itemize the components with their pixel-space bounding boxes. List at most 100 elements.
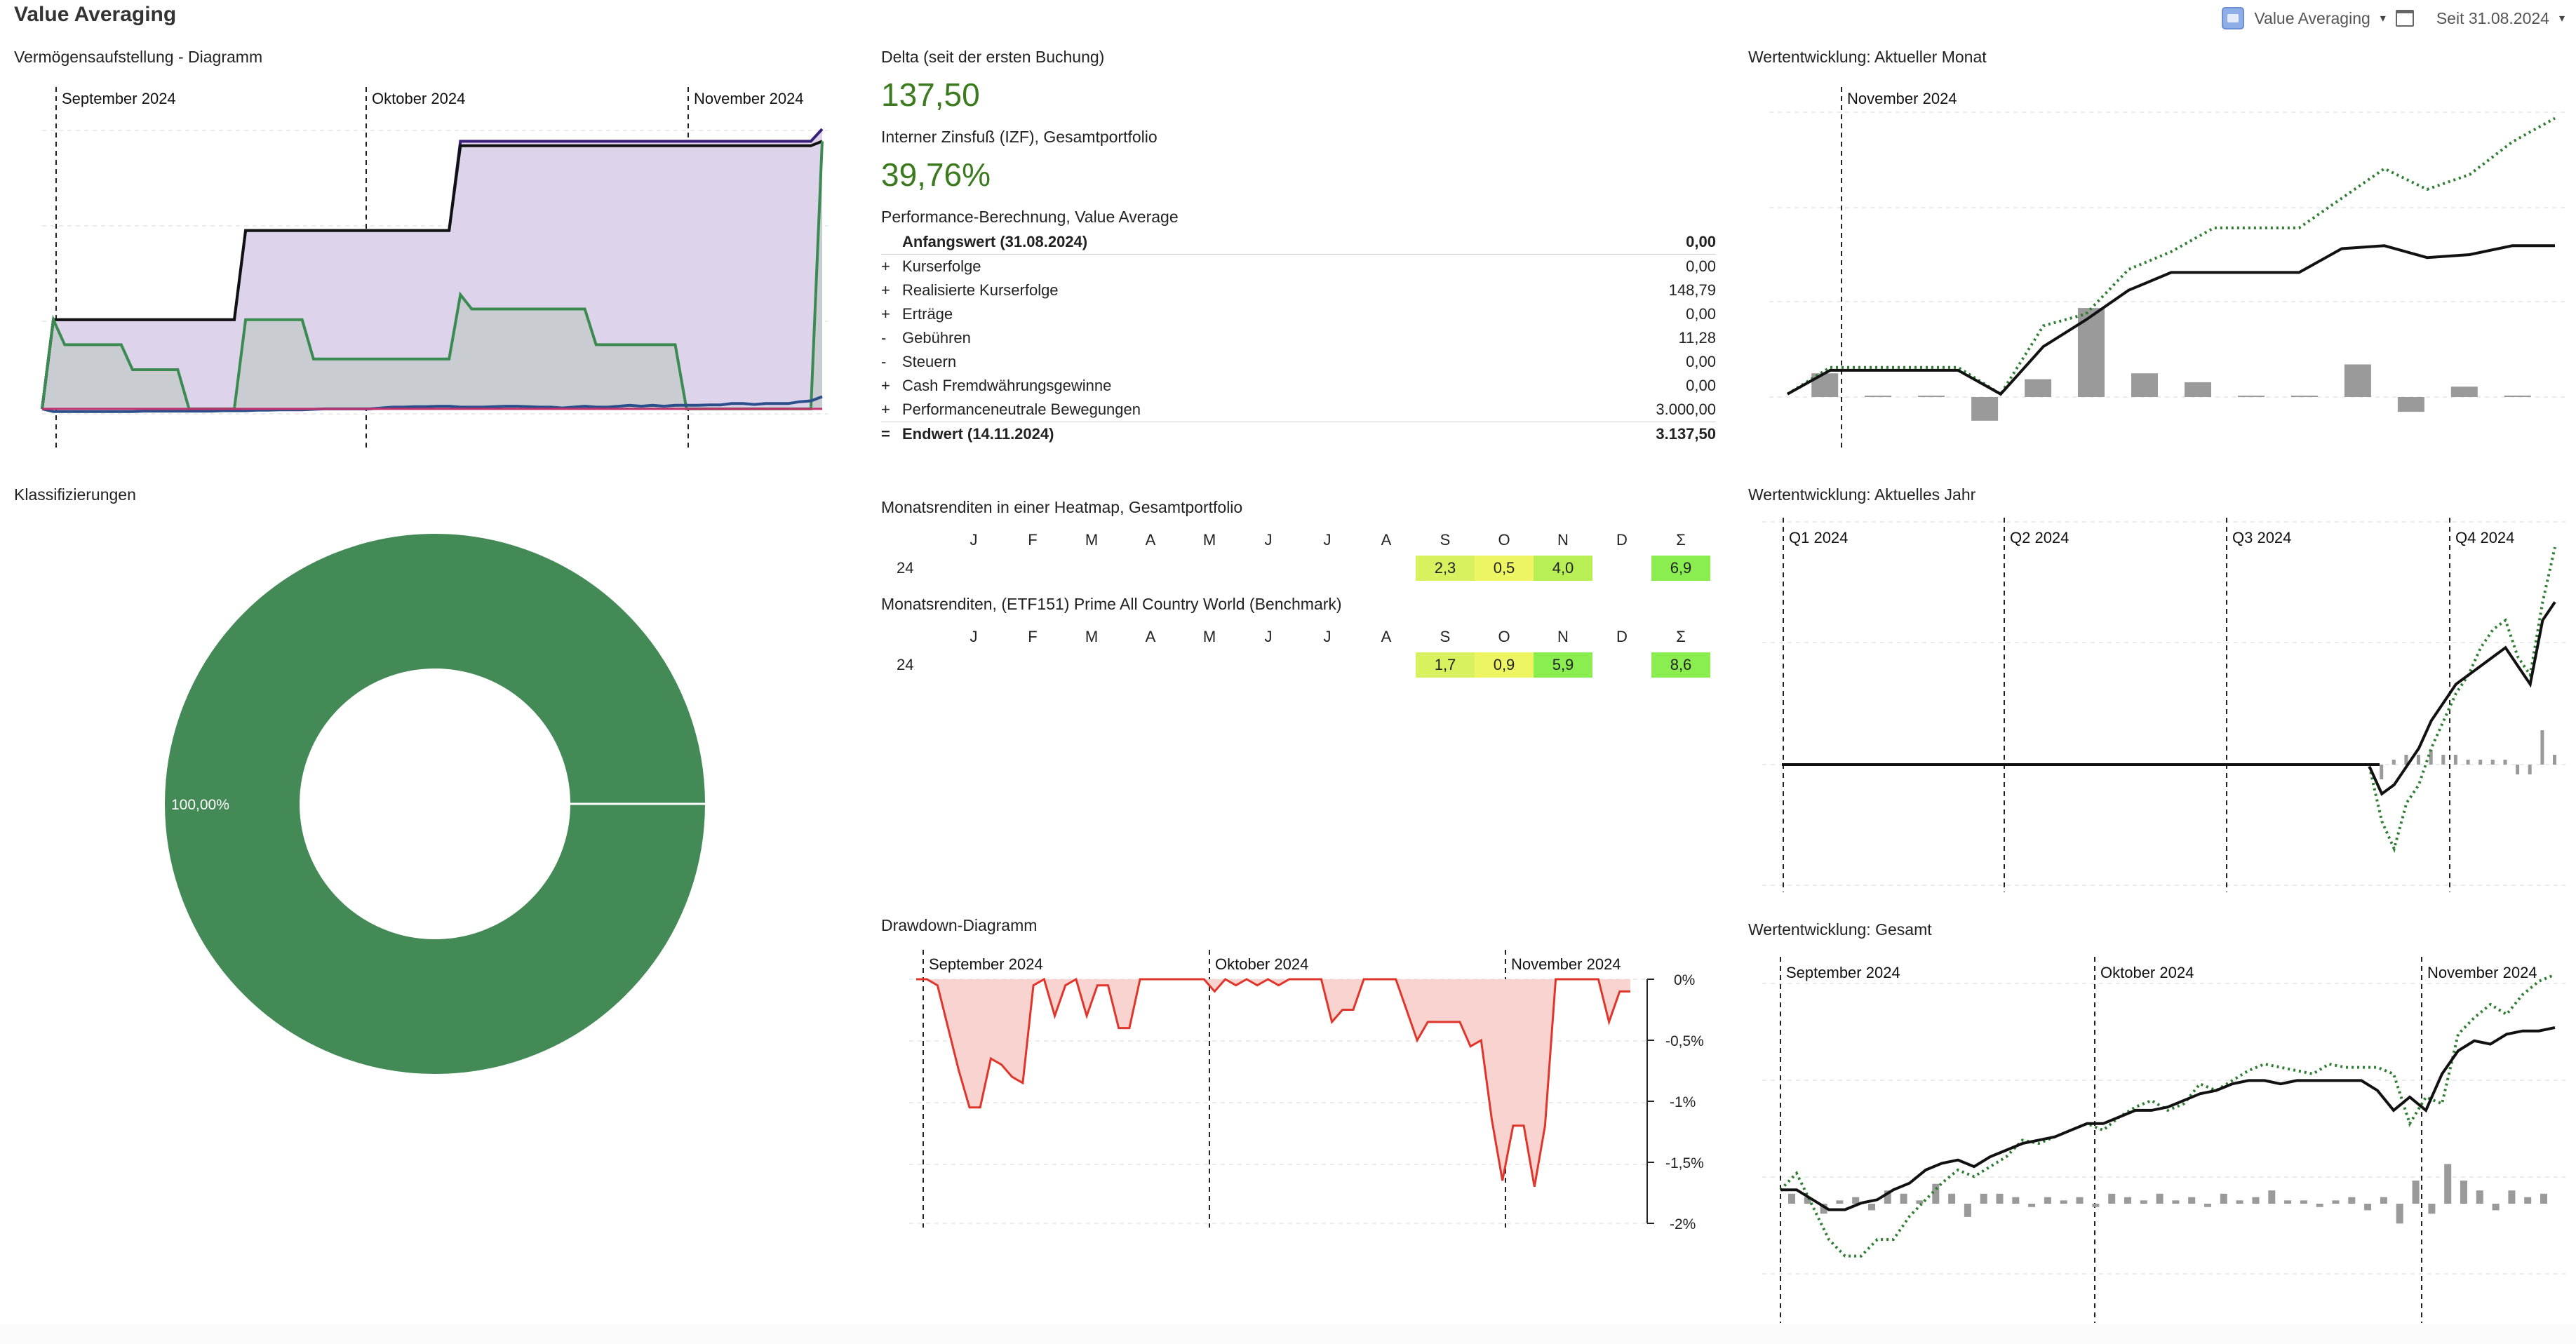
bar <box>1820 1204 1827 1214</box>
bar <box>2504 395 2531 397</box>
row-label: Erträge <box>902 305 953 323</box>
series-line-delta <box>41 395 823 413</box>
bar <box>2428 1204 2436 1214</box>
asset-area-total <box>42 129 822 409</box>
bar <box>2490 760 2495 765</box>
performance-closing-row: = Endwert (14.11.2024) 3.137,50 <box>881 422 1716 446</box>
bar <box>2476 1190 2483 1204</box>
heatmap-cell[interactable]: 8,6 <box>1651 652 1710 678</box>
irr-value: 39,76% <box>881 156 991 193</box>
bar <box>2060 1200 2067 1204</box>
asset-area-cash <box>42 141 822 409</box>
heatmap-month-label: J <box>970 628 978 645</box>
series-line-portfolio <box>1780 1026 2556 1211</box>
heatmap-cell[interactable]: 0,5 <box>1475 556 1534 581</box>
status-bar <box>0 1324 2576 1344</box>
bar <box>1971 397 1999 421</box>
heatmap-month-label: F <box>1028 531 1038 549</box>
bar <box>2156 1193 2164 1204</box>
bar <box>1918 396 1945 397</box>
row-operator: = <box>881 425 890 443</box>
month-perf-title: Wertentwicklung: Aktueller Monat <box>1748 48 1987 66</box>
toolbar: Value Averaging ▾ Seit 31.08.2024 ▾ <box>2222 6 2565 31</box>
heatmap-cell[interactable]: 5,9 <box>1534 652 1592 678</box>
bar <box>2332 1200 2340 1204</box>
bar-group <box>1788 1164 2547 1224</box>
period-label: Q4 2024 <box>2455 529 2514 546</box>
bar <box>1788 1193 1795 1204</box>
chevron-down-icon[interactable]: ▾ <box>2380 13 2386 25</box>
bar <box>2204 1204 2211 1207</box>
heatmap-month-label: N <box>1557 531 1569 549</box>
heatmap-month-label: D <box>1616 628 1628 645</box>
total-performance-chart: September 2024 Oktober 2024 November 202… <box>1762 957 2565 1323</box>
series-line-benchmark <box>1786 116 2556 396</box>
period-label: Oktober 2024 <box>2100 964 2194 981</box>
heatmap-title: Monatsrenditen in einer Heatmap, Gesamtp… <box>881 498 1243 516</box>
row-value: 0,00 <box>1686 377 1716 394</box>
row-value: 148,79 <box>1668 281 1716 299</box>
heatmap-cell[interactable]: 2,3 <box>1416 556 1475 581</box>
bar <box>2284 1200 2292 1204</box>
heatmap-cell[interactable]: 4,0 <box>1534 556 1592 581</box>
chevron-down-icon[interactable]: ▾ <box>2558 13 2565 25</box>
asset-chart: September 2024 Oktober 2024 November 202… <box>41 87 828 452</box>
bar <box>2316 1204 2323 1207</box>
series-line-portfolio <box>1787 244 2555 396</box>
heatmap-month-label: J <box>970 531 978 549</box>
period-label: September 2024 <box>929 955 1043 973</box>
bar <box>2466 760 2470 765</box>
heatmap-month-label: M <box>1085 628 1099 645</box>
bar <box>2124 1197 2131 1204</box>
bar <box>2492 1204 2500 1211</box>
bar <box>1804 1197 1811 1204</box>
row-label: Endwert (14.11.2024) <box>902 425 1054 443</box>
heatmap-month-label: D <box>1616 531 1628 549</box>
bar <box>2478 760 2483 765</box>
y-tick-label: 0% <box>1674 972 1695 988</box>
bar <box>2503 760 2507 765</box>
bar <box>2268 1190 2276 1204</box>
table-row: + Realisierte Kurserfolge 148,79 <box>881 278 1716 302</box>
period-label: Q3 2024 <box>2232 529 2291 546</box>
bar <box>2172 1200 2180 1204</box>
heatmap-cell[interactable]: 6,9 <box>1651 556 1710 581</box>
filter-dropdown[interactable]: Value Averaging <box>2254 8 2370 27</box>
table-row: - Steuern 0,00 <box>881 350 1716 374</box>
performance-table: Anfangswert (31.08.2024) 0,00 + Kurserfolg… <box>881 230 1716 446</box>
heatmap-month-label: A <box>1381 531 1392 549</box>
heatmap-month-label: Σ <box>1676 531 1686 549</box>
window-icon[interactable] <box>2395 10 2414 27</box>
bar <box>2412 1181 2420 1204</box>
bar <box>2380 765 2384 779</box>
bar <box>1916 1200 1924 1204</box>
delta-title: Delta (seit der ersten Buchung) <box>881 48 1105 66</box>
heatmap-cell[interactable]: 0,9 <box>1475 652 1534 678</box>
bar <box>2380 1197 2387 1204</box>
heatmap-row: 24 2,3 0,5 4,0 6,9 <box>881 556 1716 584</box>
heatmap-month-label: F <box>1028 628 1038 645</box>
bar <box>2185 382 2211 397</box>
heatmap-benchmark: J F M A M J J A S O N D Σ 24 1,7 0,9 5,9 8,6 <box>881 624 1716 680</box>
row-operator: + <box>881 401 890 418</box>
bar <box>2460 1181 2467 1204</box>
row-value: 0,00 <box>1686 257 1716 275</box>
period-label: Q1 2024 <box>1789 529 1848 546</box>
heatmap-month-label: M <box>1085 531 1099 549</box>
bar <box>2516 765 2520 774</box>
bar <box>1868 1204 1875 1211</box>
period-dropdown[interactable]: Seit 31.08.2024 <box>2436 8 2549 27</box>
heatmap-cell[interactable]: 1,7 <box>1416 652 1475 678</box>
bar <box>2540 1193 2547 1204</box>
row-operator: + <box>881 257 890 275</box>
bar <box>2528 765 2532 774</box>
heatmap-month-label: J <box>1264 628 1273 645</box>
bar <box>2025 379 2052 397</box>
row-label: Performanceneutrale Bewegungen <box>902 401 1141 418</box>
bar <box>2404 755 2408 765</box>
period-label: September 2024 <box>1786 964 1900 981</box>
total-perf-title: Wertentwicklung: Gesamt <box>1748 920 1932 939</box>
dashboard-icon[interactable] <box>2222 7 2245 29</box>
bar <box>2429 750 2433 765</box>
